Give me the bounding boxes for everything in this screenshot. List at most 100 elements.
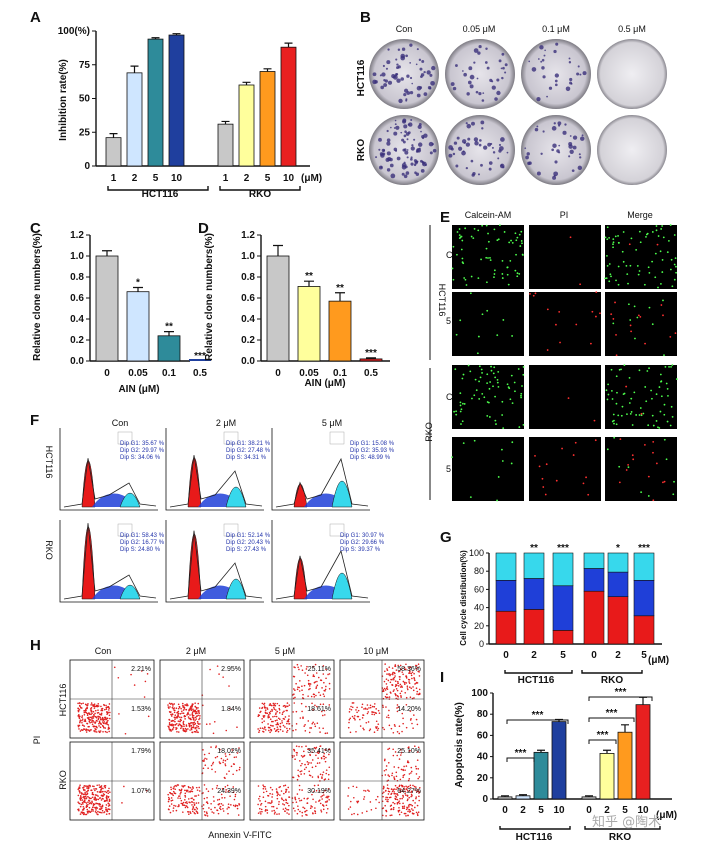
flow-event xyxy=(194,795,196,797)
flow-event xyxy=(81,811,83,814)
flow-event xyxy=(382,807,385,809)
fluor-image xyxy=(452,437,524,501)
flow-event xyxy=(107,789,110,792)
live-cell xyxy=(501,448,503,451)
flow-event xyxy=(203,759,205,761)
flow-event xyxy=(86,791,88,793)
flow-event xyxy=(81,721,83,724)
flow-event xyxy=(387,779,390,782)
flow-event xyxy=(181,785,183,787)
colony-dot xyxy=(526,152,530,156)
live-cell xyxy=(662,236,665,239)
flow-event xyxy=(273,706,275,709)
flow-event xyxy=(318,750,320,753)
colony-dot xyxy=(383,83,388,87)
panel-i-bracket xyxy=(506,719,569,724)
colony-dot xyxy=(579,73,582,76)
live-cell xyxy=(659,373,662,376)
flow-event xyxy=(309,683,311,685)
flow-event xyxy=(190,728,193,731)
quadrant-ur-label: 2.21% xyxy=(131,666,151,673)
flow-event xyxy=(77,724,80,727)
colony-dot xyxy=(570,82,573,85)
live-cell xyxy=(659,250,662,253)
colony-dot xyxy=(471,121,475,126)
flow-event xyxy=(412,727,414,729)
flow-event xyxy=(82,702,84,705)
dead-cell xyxy=(625,385,628,388)
flow-event xyxy=(303,725,305,727)
flow-event xyxy=(196,812,199,815)
colony-dot xyxy=(572,145,577,150)
flow-event xyxy=(92,810,94,812)
flow-event xyxy=(301,685,303,688)
colony-dot xyxy=(420,168,425,173)
flow-event xyxy=(198,718,200,721)
live-cell xyxy=(511,335,513,337)
flow-event xyxy=(307,763,309,766)
panel-e-cell-hct116: HCT116 xyxy=(437,284,447,317)
flow-event xyxy=(378,712,381,714)
flow-event xyxy=(384,804,386,807)
flow-event xyxy=(283,785,285,787)
colony-dot xyxy=(528,60,531,63)
flow-event xyxy=(319,802,322,805)
live-cell xyxy=(462,442,465,445)
colony-dot xyxy=(413,163,417,167)
flow-event xyxy=(324,760,327,763)
colony-dot xyxy=(504,63,508,67)
flow-event xyxy=(367,789,369,792)
panel-d-sig: *** xyxy=(365,348,377,359)
live-cell xyxy=(459,401,462,404)
flow-event xyxy=(232,804,235,807)
live-cell xyxy=(647,424,650,427)
flow-event xyxy=(180,707,182,710)
flow-event xyxy=(177,707,180,710)
panel-c-sig: ** xyxy=(165,322,173,333)
live-cell xyxy=(489,259,492,261)
live-cell xyxy=(635,248,638,251)
flow-event xyxy=(365,721,368,724)
hist-outline xyxy=(63,458,157,508)
flow-event xyxy=(79,719,82,721)
colony-dot xyxy=(461,150,466,156)
panel-d-ylabel: Relative clone numbers(%) xyxy=(204,233,215,361)
live-cell xyxy=(651,323,654,326)
plate-hct116-con xyxy=(369,39,439,109)
flow-event xyxy=(410,766,413,769)
flow-event xyxy=(85,704,88,706)
flow-event xyxy=(308,748,310,751)
colony-dot xyxy=(463,72,467,77)
flow-event xyxy=(170,788,173,791)
flow-event xyxy=(92,725,95,727)
flow-event xyxy=(269,702,272,705)
flow-event xyxy=(418,799,420,802)
colony-dot xyxy=(536,125,539,128)
colony-dot xyxy=(564,123,567,126)
flow-event xyxy=(361,812,364,814)
colony-dot xyxy=(576,72,580,76)
flow-event xyxy=(386,673,388,675)
colony-dot xyxy=(467,80,472,85)
flow-event xyxy=(168,798,171,800)
flow-event xyxy=(96,813,99,816)
flow-event xyxy=(352,785,355,788)
flow-event xyxy=(351,706,354,709)
flow-event xyxy=(190,801,193,803)
colony-dot xyxy=(428,87,432,90)
flow-event xyxy=(274,715,276,718)
flow-event xyxy=(292,729,294,732)
dead-cell xyxy=(619,438,622,441)
live-cell xyxy=(606,264,609,267)
flow-event xyxy=(271,801,273,803)
flow-event xyxy=(405,726,408,729)
hist-axes xyxy=(165,520,264,603)
flow-event xyxy=(409,784,412,787)
flow-event xyxy=(356,711,358,714)
live-cell xyxy=(496,381,499,384)
colony-dot xyxy=(482,92,485,94)
live-cell xyxy=(475,389,478,392)
flow-event xyxy=(175,722,178,725)
colony-dot xyxy=(568,61,572,64)
